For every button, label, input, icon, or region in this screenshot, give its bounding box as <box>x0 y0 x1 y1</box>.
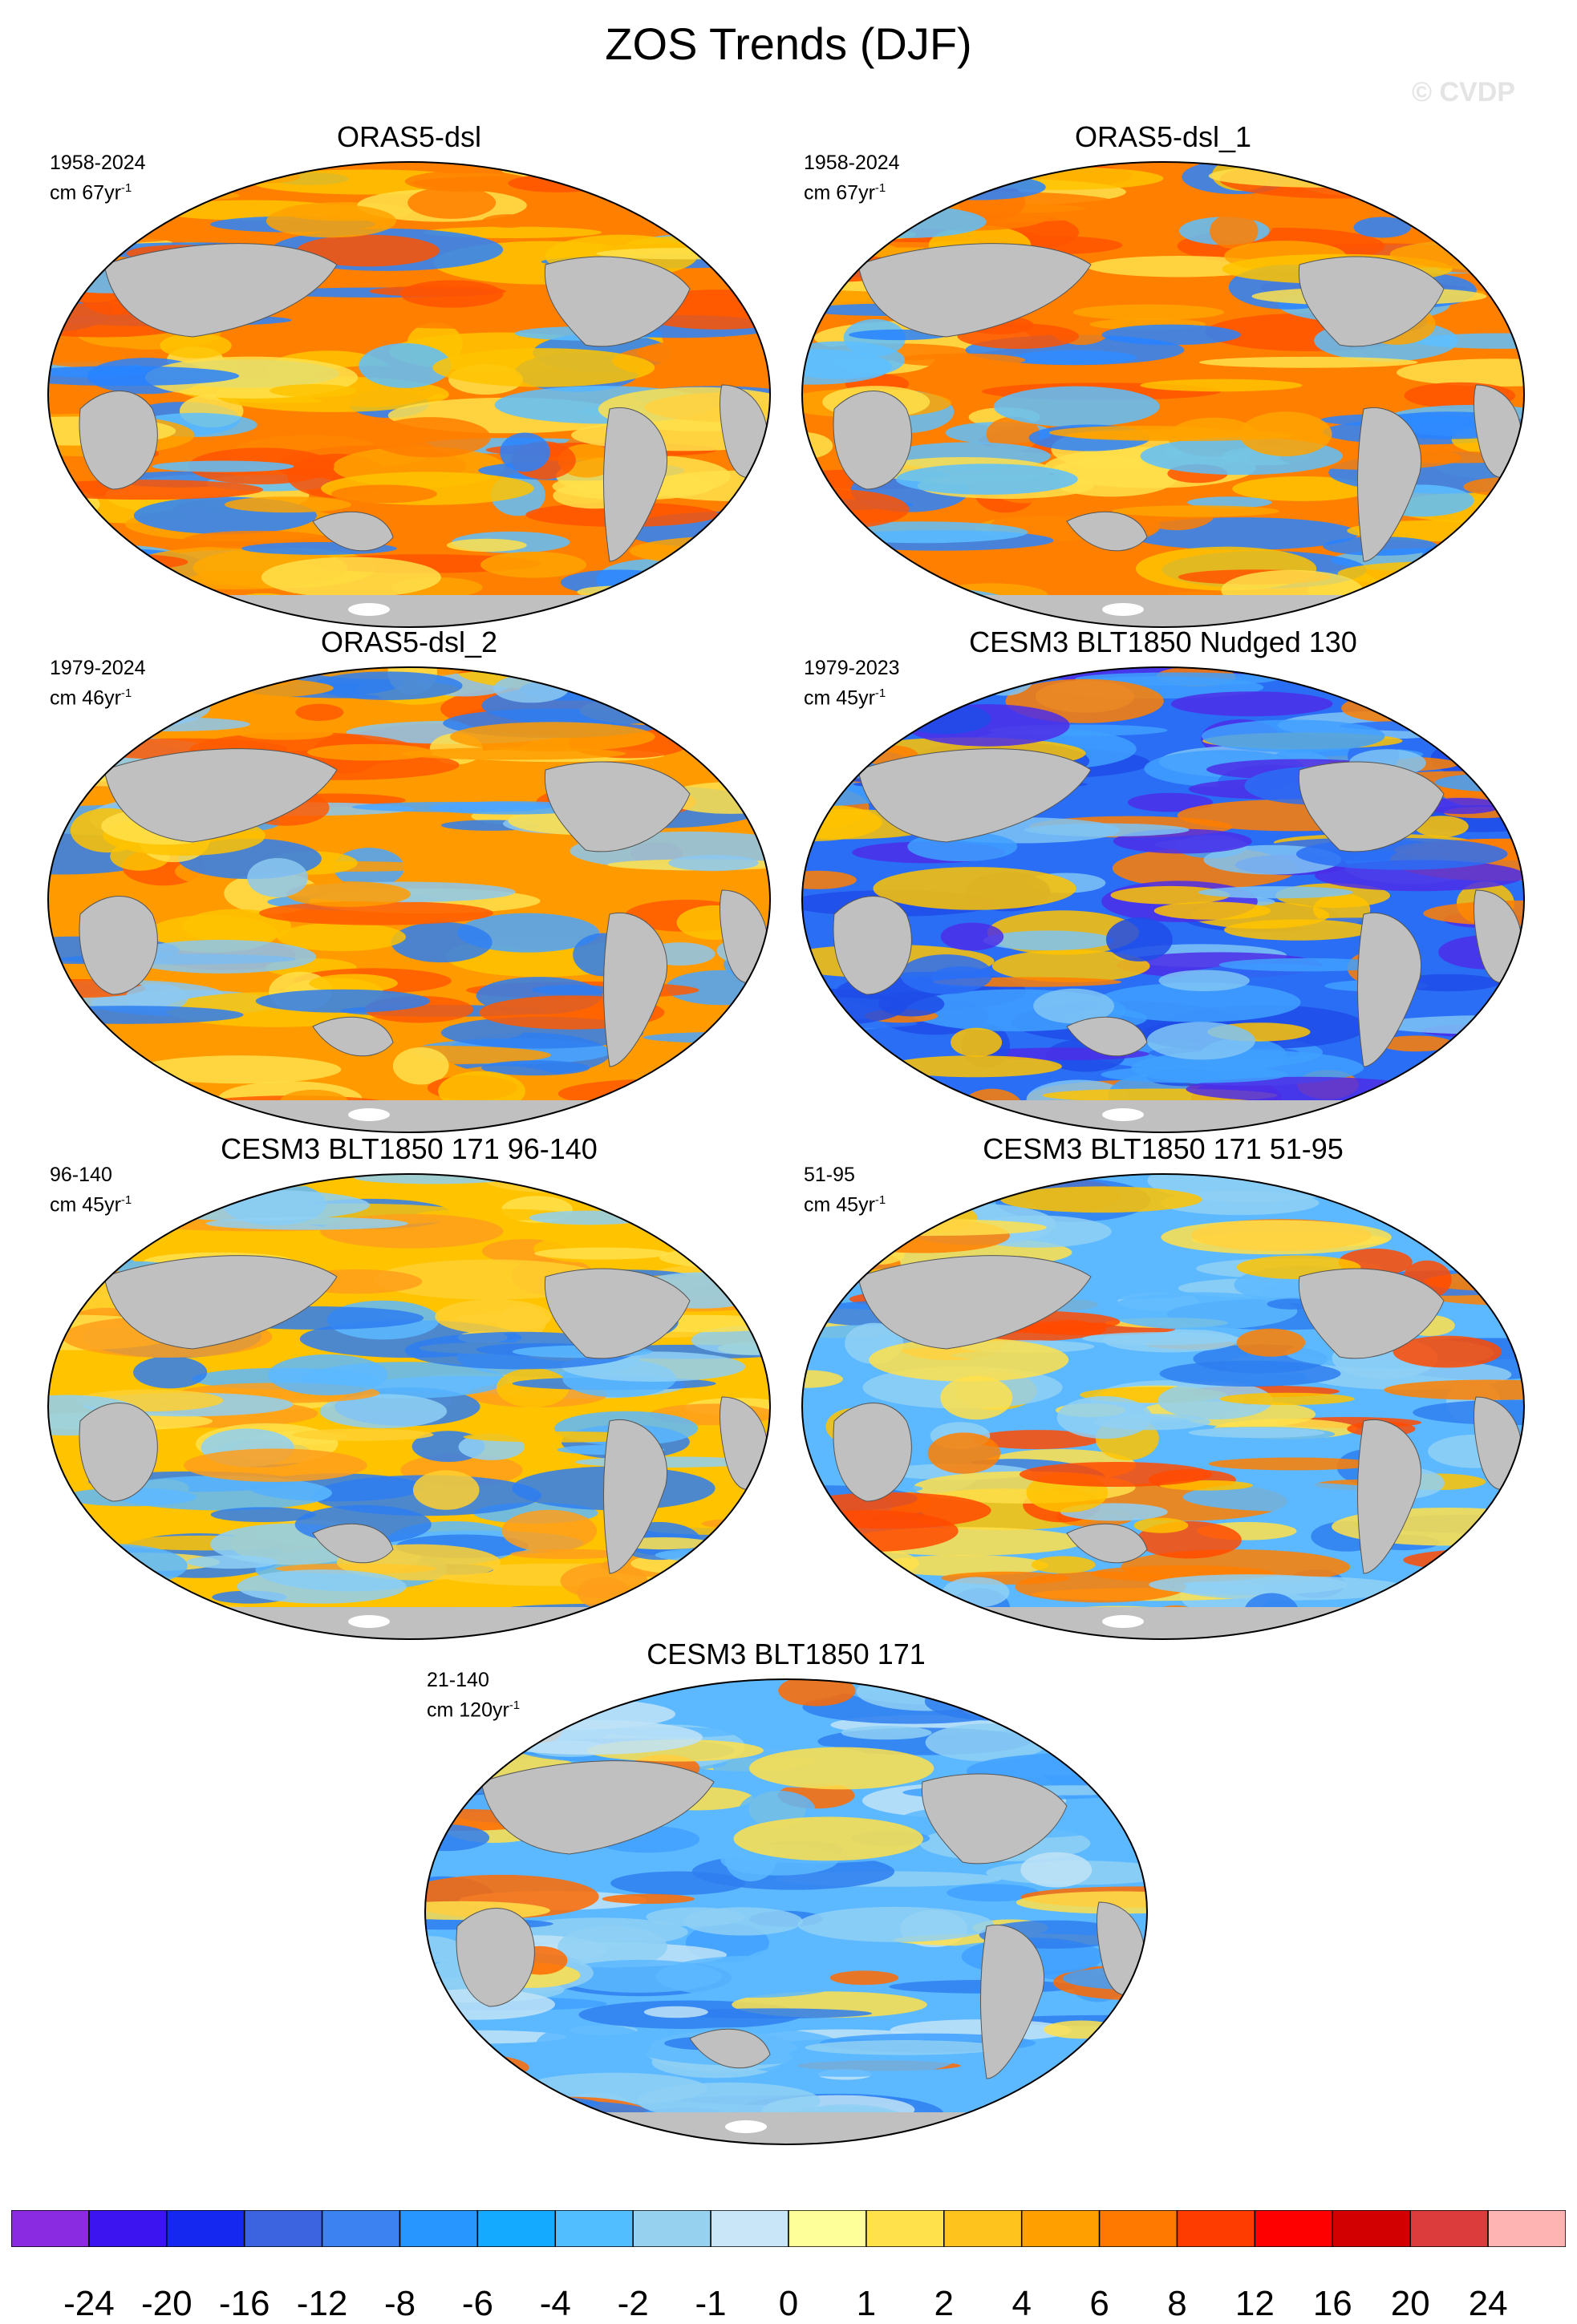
colorbar-box <box>1487 2210 1566 2247</box>
units: cm 45yr-1 <box>50 1193 132 1217</box>
colorbar-tick-label: 4 <box>1011 2284 1032 2323</box>
period: 96-140 <box>50 1164 112 1186</box>
unit-exponent: -1 <box>120 1193 132 1207</box>
period: 1958-2024 <box>804 152 900 174</box>
colorbar-box <box>866 2210 945 2247</box>
map-panel: CESM3 BLT1850 Nudged 130 1979-2023 cm 45yr… <box>786 626 1540 1139</box>
period: 1979-2024 <box>50 657 146 679</box>
units: cm 45yr-1 <box>804 686 886 710</box>
colorbar-box <box>943 2210 1023 2247</box>
world-map <box>47 666 771 1133</box>
unit-exponent: -1 <box>120 181 132 195</box>
units: cm 120yr-1 <box>427 1698 521 1722</box>
panel-title: ORAS5-dsl_2 <box>320 626 498 658</box>
colorbar-tick-label: 12 <box>1234 2284 1275 2323</box>
map-panel: CESM3 BLT1850 171 21-140 cm 120yr-1 <box>409 1638 1163 2151</box>
period: 1958-2024 <box>50 152 146 174</box>
unit-exponent: -1 <box>874 181 886 195</box>
period: 51-95 <box>804 1164 855 1186</box>
colorbar-tick-label: 2 <box>934 2284 955 2323</box>
colorbar-tick-label: 1 <box>856 2284 877 2323</box>
colorbar-box <box>1098 2210 1178 2247</box>
colorbar-tick-label: -8 <box>383 2284 416 2323</box>
map-panel: ORAS5-dsl_1 1958-2024 cm 67yr-1 <box>786 120 1540 634</box>
colorbar-tick-label: -6 <box>461 2284 493 2323</box>
colorbar-box <box>399 2210 479 2247</box>
world-map <box>801 1173 1525 1640</box>
colorbar-labels: -24 -20 -16 -12 -8 -6 -4 -2 -1 0 1 2 4 6 8 12 16 20 24 <box>0 2284 1577 2323</box>
panel-title: CESM3 BLT1850 Nudged 130 <box>969 626 1357 658</box>
panel-period-label: 1958-2024 cm 67yr-1 <box>804 151 900 205</box>
unit-exponent: -1 <box>874 686 886 700</box>
colorbar-box <box>788 2210 867 2247</box>
panel-title: CESM3 BLT1850 171 96-140 <box>221 1132 598 1165</box>
colorbar-tick-label: 0 <box>778 2284 799 2323</box>
map-panel: ORAS5-dsl 1958-2024 cm 67yr-1 <box>32 120 786 634</box>
colorbar-tick-label: 16 <box>1312 2284 1352 2323</box>
colorbar-box <box>1254 2210 1334 2247</box>
colorbar <box>11 2210 1566 2247</box>
colorbar-box <box>166 2210 245 2247</box>
units: cm 46yr-1 <box>50 686 132 710</box>
colorbar-tick-label: -16 <box>218 2284 270 2323</box>
colorbar-box <box>321 2210 401 2247</box>
figure-title: ZOS Trends (DJF) <box>605 18 972 69</box>
colorbar-box <box>1409 2210 1489 2247</box>
colorbar-tick-label: -12 <box>296 2284 348 2323</box>
panel-title: CESM3 BLT1850 171 <box>647 1638 926 1670</box>
world-map <box>424 1678 1148 2145</box>
colorbar-tick-label: -20 <box>141 2284 193 2323</box>
world-map <box>47 161 771 628</box>
panel-period-label: 1958-2024 cm 67yr-1 <box>50 151 146 205</box>
panel-period-label: 1979-2023 cm 45yr-1 <box>804 656 900 711</box>
colorbar-box <box>1020 2210 1101 2247</box>
colorbar-box <box>554 2210 634 2247</box>
panel-title: CESM3 BLT1850 171 51-95 <box>983 1132 1344 1165</box>
colorbar-tick-label: 6 <box>1089 2284 1109 2323</box>
map-panel: ORAS5-dsl_2 1979-2024 cm 46yr-1 <box>32 626 786 1139</box>
colorbar-box <box>476 2210 557 2247</box>
panel-period-label: 21-140 cm 120yr-1 <box>427 1668 520 1723</box>
cvdp-watermark: © CVDP <box>1412 77 1515 107</box>
world-map <box>801 666 1525 1133</box>
colorbar-box <box>11 2210 90 2247</box>
colorbar-tick-label: -1 <box>695 2284 727 2323</box>
unit-exponent: -1 <box>874 1193 886 1207</box>
units: cm 67yr-1 <box>50 181 132 204</box>
colorbar-tick-label: 20 <box>1390 2284 1430 2323</box>
colorbar-box <box>710 2210 789 2247</box>
world-map <box>47 1173 771 1640</box>
map-panel: CESM3 BLT1850 171 51-95 51-95 cm 45yr-1 <box>786 1132 1540 1646</box>
colorbar-box <box>243 2210 323 2247</box>
units: cm 45yr-1 <box>804 1193 886 1217</box>
colorbar-box <box>88 2210 168 2247</box>
colorbar-tick-label: -24 <box>63 2284 115 2323</box>
colorbar-tick-label: 8 <box>1167 2284 1187 2323</box>
colorbar-tick-label: -4 <box>539 2284 571 2323</box>
period: 1979-2023 <box>804 657 900 679</box>
panel-title: ORAS5-dsl_1 <box>1074 120 1252 153</box>
panel-title: ORAS5-dsl <box>336 120 482 153</box>
panel-period-label: 96-140 cm 45yr-1 <box>50 1163 132 1217</box>
world-map <box>801 161 1525 628</box>
colorbar-box <box>1176 2210 1256 2247</box>
panel-period-label: 1979-2024 cm 46yr-1 <box>50 656 146 711</box>
colorbar-tick-label: -2 <box>617 2284 649 2323</box>
colorbar-tick-label: 24 <box>1468 2284 1508 2323</box>
unit-exponent: -1 <box>509 1698 521 1712</box>
colorbar-box <box>632 2210 711 2247</box>
map-panel: CESM3 BLT1850 171 96-140 96-140 cm 45yr-1 <box>32 1132 786 1646</box>
unit-exponent: -1 <box>120 686 132 700</box>
colorbar-box <box>1332 2210 1411 2247</box>
panel-period-label: 51-95 cm 45yr-1 <box>804 1163 886 1217</box>
period: 21-140 <box>427 1669 489 1691</box>
units: cm 67yr-1 <box>804 181 886 204</box>
